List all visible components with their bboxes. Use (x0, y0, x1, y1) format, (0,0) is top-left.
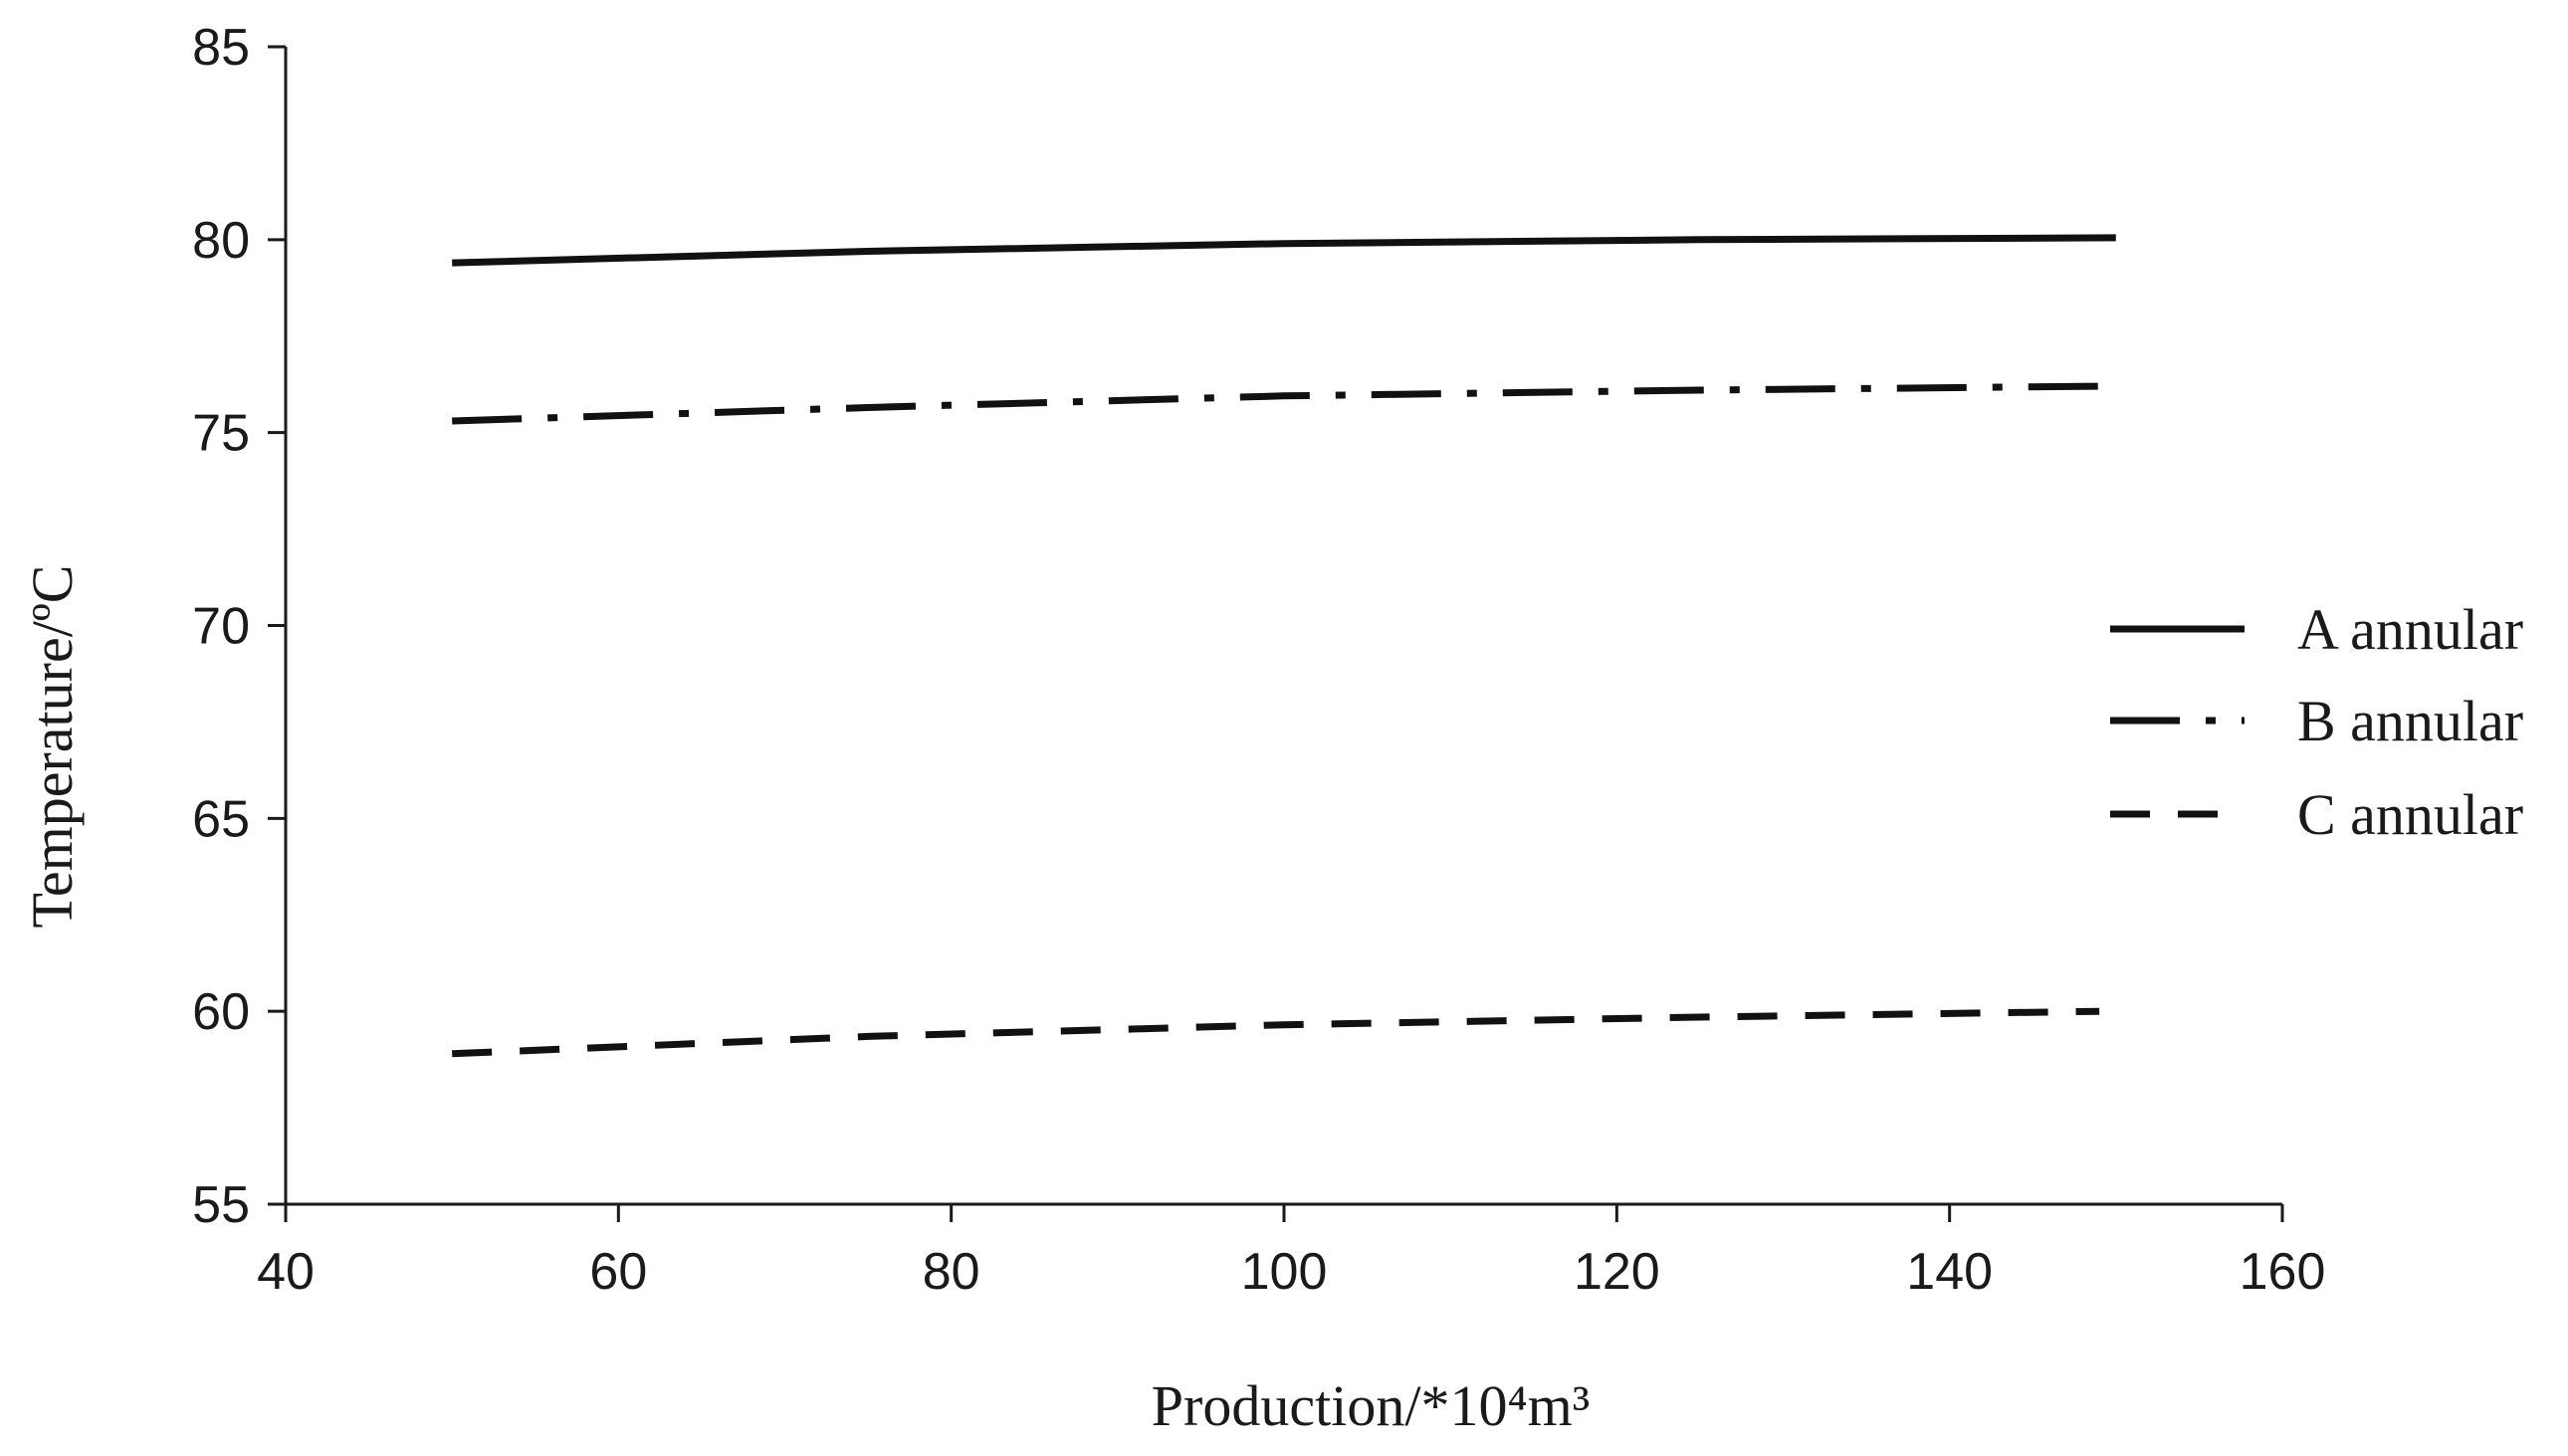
y-axis-ticks: 55 60 65 70 75 80 85 (192, 19, 286, 1234)
y-tick-label: 75 (192, 405, 250, 463)
y-tick-label: 55 (192, 1176, 250, 1234)
x-axis-ticks: 40 60 80 100 120 140 160 (257, 1204, 2325, 1301)
legend-label: B annular (2297, 689, 2523, 753)
y-tick-label: 60 (192, 983, 250, 1041)
y-axis-title: Temperature/ºC (20, 565, 85, 929)
x-tick-label: 60 (589, 1243, 647, 1301)
legend-label: C annular (2297, 782, 2523, 847)
y-tick-label: 80 (192, 212, 250, 270)
legend-label: A annular (2297, 597, 2523, 662)
series-line-a (452, 234, 2116, 267)
x-tick-label: 120 (1574, 1243, 1660, 1301)
y-tick-label: 65 (192, 790, 250, 848)
x-tick-label: 80 (923, 1243, 980, 1301)
x-tick-label: 40 (257, 1243, 315, 1301)
y-tick-label: 70 (192, 598, 250, 656)
x-tick-label: 100 (1241, 1243, 1328, 1301)
legend: A annular B annular C annular (2110, 597, 2523, 847)
x-tick-label: 140 (1906, 1243, 1993, 1301)
x-tick-label: 160 (2240, 1243, 2326, 1301)
series-line-b (452, 382, 2100, 425)
chart-axes (284, 47, 2282, 1206)
series-line-c (452, 1007, 2100, 1058)
x-axis-title: Production/*10⁴m³ (1152, 1373, 1590, 1438)
y-tick-label: 85 (192, 19, 250, 77)
series-lines (452, 234, 2116, 1058)
